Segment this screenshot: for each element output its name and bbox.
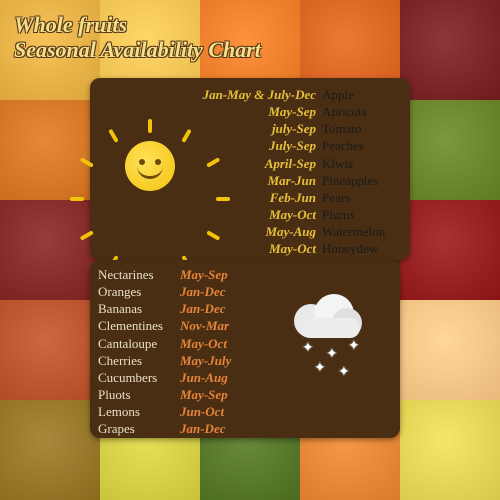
month-range: Jan-May & July-Dec <box>200 86 316 103</box>
month-range: Jan-Dec <box>180 420 231 437</box>
month-range: Feb-Jun <box>200 189 316 206</box>
bg-tile <box>400 300 500 400</box>
month-range: Mar-Jun <box>200 172 316 189</box>
month-range: Jan-Dec <box>180 300 231 317</box>
fruit-label: Oranges <box>98 283 163 300</box>
bg-tile <box>0 200 100 300</box>
month-range: Jun-Aug <box>180 369 231 386</box>
fruit-label: Clementines <box>98 317 163 334</box>
month-range: May-July <box>180 352 231 369</box>
fruit-label: Plums <box>322 206 385 223</box>
month-range: May-Sep <box>200 103 316 120</box>
month-range: May-Oct <box>180 335 231 352</box>
fruit-label: Peaches <box>322 137 385 154</box>
fruit-label: Kiwis <box>322 155 385 172</box>
month-range: Jun-Oct <box>180 403 231 420</box>
bg-tile <box>0 400 100 500</box>
fruit-label: Pluots <box>98 386 163 403</box>
month-range: Jan-Dec <box>180 283 231 300</box>
fruit-label: Tomato <box>322 120 385 137</box>
bottom-months-column: May-SepJan-DecJan-DecNov-MarMay-OctMay-J… <box>180 266 231 438</box>
fruit-label: Cantaloupe <box>98 335 163 352</box>
bg-tile <box>400 200 500 300</box>
month-range: july-Sep <box>200 120 316 137</box>
chart-title: Whole fruits Seasonal Availability Chart <box>14 12 261 63</box>
title-line-2: Seasonal Availability Chart <box>14 37 261 62</box>
title-line-1: Whole fruits <box>14 12 261 37</box>
bg-tile <box>400 0 500 100</box>
top-months-column: Jan-May & July-DecMay-Sepjuly-SepJuly-Se… <box>200 86 316 258</box>
month-range: Nov-Mar <box>180 317 231 334</box>
fruit-label: Pineapples <box>322 172 385 189</box>
month-range: May-Oct <box>200 206 316 223</box>
bg-tile <box>0 300 100 400</box>
bottom-fruits-column: NectarinesOrangesBananasClementinesCanta… <box>98 266 163 438</box>
fruit-label: Honeydew <box>322 240 385 257</box>
fruit-label: Cucumbers <box>98 369 163 386</box>
fruit-label: Lemons <box>98 403 163 420</box>
bg-tile <box>400 400 500 500</box>
month-range: May-Aug <box>200 223 316 240</box>
snow-cloud-icon: ✦ ✦ ✦ ✦ ✦ <box>284 290 376 360</box>
bg-tile <box>400 100 500 200</box>
sun-icon <box>110 126 190 206</box>
fruit-label: Nectarines <box>98 266 163 283</box>
fruit-label: Grapes <box>98 420 163 437</box>
fruit-label: Cherries <box>98 352 163 369</box>
month-range: May-Sep <box>180 386 231 403</box>
month-range: May-Oct <box>200 240 316 257</box>
fruit-label: Pears <box>322 189 385 206</box>
bg-tile <box>0 100 100 200</box>
fruit-label: Bananas <box>98 300 163 317</box>
month-range: July-Sep <box>200 137 316 154</box>
fruit-label: Apricots <box>322 103 385 120</box>
fruit-label: Apple <box>322 86 385 103</box>
month-range: April-Sep <box>200 155 316 172</box>
month-range: May-Sep <box>180 266 231 283</box>
fruit-label: Watermelon <box>322 223 385 240</box>
top-fruits-column: AppleApricotsTomatoPeachesKiwisPineapple… <box>322 86 385 258</box>
